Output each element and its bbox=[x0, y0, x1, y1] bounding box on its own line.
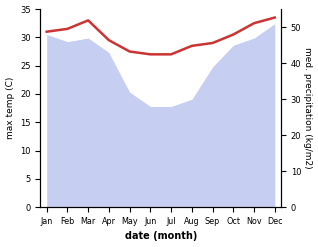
Y-axis label: max temp (C): max temp (C) bbox=[5, 77, 15, 139]
Y-axis label: med. precipitation (kg/m2): med. precipitation (kg/m2) bbox=[303, 47, 313, 169]
X-axis label: date (month): date (month) bbox=[125, 231, 197, 242]
